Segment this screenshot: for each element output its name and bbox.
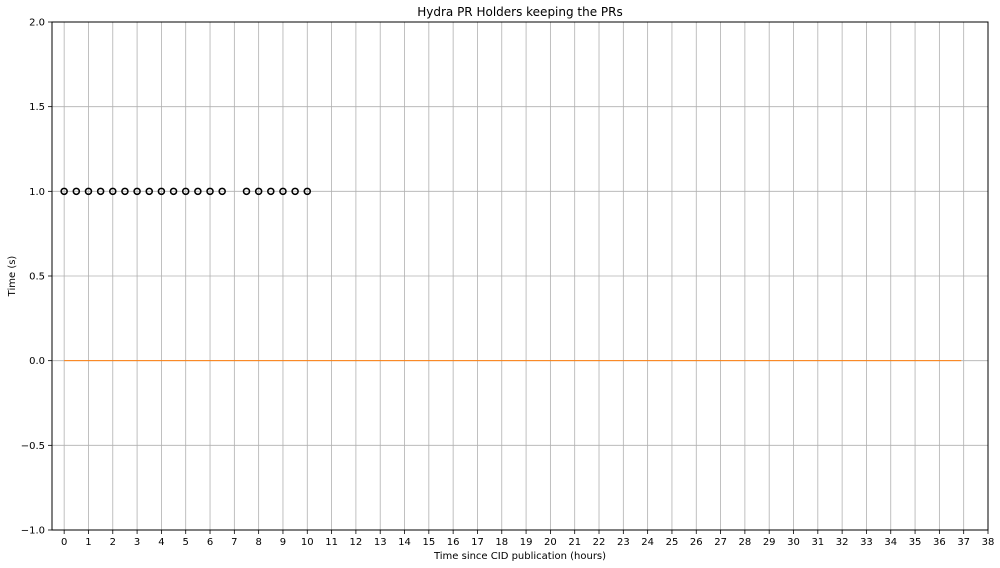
x-tick-label: 33 [860, 537, 873, 548]
x-tick-label: 14 [398, 537, 411, 548]
y-tick-label: 1.0 [29, 187, 45, 198]
chart-title: Hydra PR Holders keeping the PRs [417, 5, 623, 19]
scatter-point [72, 187, 81, 196]
y-axis-label: Time (s) [7, 256, 18, 298]
x-tick-label: 24 [641, 537, 654, 548]
x-tick-label: 26 [690, 537, 703, 548]
scatter-point [291, 187, 299, 196]
x-tick-label: 25 [666, 537, 679, 548]
y-tick-label: 2.0 [29, 18, 45, 29]
x-tick-label: 15 [422, 537, 435, 548]
x-tick-label: 30 [787, 537, 800, 548]
scatter-point [109, 187, 117, 196]
x-tick-label: 31 [811, 537, 824, 548]
x-tick-label: 17 [471, 537, 484, 548]
scatter-point [181, 187, 190, 196]
x-tick-label: 32 [836, 537, 849, 548]
scatter-point [303, 187, 312, 196]
x-tick-label: 38 [982, 537, 995, 548]
scatter-point [84, 187, 93, 196]
x-tick-label: 22 [593, 537, 606, 548]
x-tick-label: 3 [134, 537, 140, 548]
scatter-point [157, 187, 166, 196]
x-tick-label: 28 [739, 537, 752, 548]
y-tick-label: 0.0 [29, 356, 45, 367]
x-tick-label: 35 [909, 537, 922, 548]
x-tick-label: 18 [495, 537, 508, 548]
x-tick-label: 7 [231, 537, 237, 548]
x-tick-label: 34 [884, 537, 897, 548]
scatter-point [279, 187, 287, 196]
x-tick-label: 9 [280, 537, 286, 548]
grid-lines [52, 21, 989, 531]
y-tick-label: −0.5 [21, 441, 45, 452]
x-tick-label: 27 [714, 537, 727, 548]
plot-series [60, 187, 962, 362]
x-tick-label: 13 [374, 537, 387, 548]
scatter-point [96, 187, 105, 196]
scatter-point [254, 187, 263, 196]
scatter-point [60, 187, 68, 196]
scatter-point [206, 187, 214, 196]
x-tick-label: 6 [207, 537, 213, 548]
x-tick-label: 8 [255, 537, 261, 548]
x-tick-label: 23 [617, 537, 630, 548]
x-tick-label: 20 [544, 537, 557, 548]
x-tick-label: 12 [350, 537, 363, 548]
scatter-point [194, 187, 202, 196]
x-tick-label: 10 [301, 537, 314, 548]
x-tick-label: 37 [957, 537, 970, 548]
scatter-point [169, 187, 178, 196]
x-tick-label: 19 [520, 537, 533, 548]
scatter-point [242, 187, 251, 196]
x-tick-label: 16 [447, 537, 460, 548]
scatter-point [133, 187, 141, 196]
y-tick-label: 1.5 [29, 102, 45, 113]
x-tick-label: 36 [933, 537, 946, 548]
scatter-point [145, 187, 153, 196]
x-tick-label: 29 [763, 537, 776, 548]
y-tick-label: −1.0 [21, 526, 45, 537]
x-axis-label: Time since CID publication (hours) [433, 551, 606, 562]
y-tick-label: 0.5 [29, 272, 45, 283]
scatter-point [218, 187, 226, 196]
x-tick-label: 1 [85, 537, 91, 548]
x-tick-label: 2 [110, 537, 116, 548]
x-tick-label: 0 [61, 537, 67, 548]
x-tick-label: 4 [158, 537, 164, 548]
x-tick-label: 11 [325, 537, 338, 548]
x-tick-label: 5 [183, 537, 189, 548]
scatter-point [267, 187, 275, 196]
x-tick-label: 21 [568, 537, 581, 548]
scatter-point [121, 187, 129, 196]
axis-ticks: 0 1 2 3 4 5 6 7 8 9 10 11 12 13 14 15 16 17 18 19 20 21 22 23 24… [21, 18, 995, 549]
